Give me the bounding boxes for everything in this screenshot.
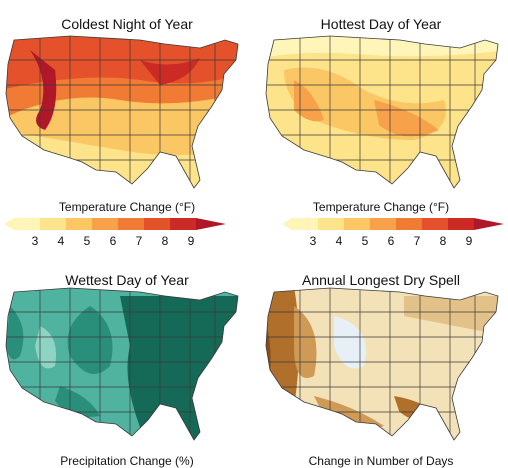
legend-tick: 5 [83, 234, 91, 248]
legend-tick: 4 [57, 234, 65, 248]
panel-title-dry-spell: Annual Longest Dry Spell [302, 272, 460, 288]
legend-tick: 9 [465, 234, 473, 248]
legend-tick: 3 [31, 234, 39, 248]
panel-title-wettest-day: Wettest Day of Year [65, 272, 189, 288]
map-wettest-day [5, 287, 239, 441]
legend-title-coldest: Temperature Change (°F) [58, 200, 196, 214]
legend-bar-coldest [4, 218, 226, 230]
legend-tick: 8 [161, 234, 169, 248]
panel-title-hottest-day: Hottest Day of Year [320, 16, 442, 32]
panel-title-coldest-night: Coldest Night of Year [61, 16, 193, 32]
legend-tick: 9 [187, 234, 195, 248]
legend-title-dry-spell: Change in Number of Days [308, 454, 454, 468]
legend-tick: 3 [309, 234, 317, 248]
legend-title-hottest: Temperature Change (°F) [312, 200, 450, 214]
legend-tick: 4 [335, 234, 343, 248]
legend-bar-hottest [282, 218, 504, 230]
legend-tick: 6 [387, 234, 395, 248]
legend-tick: 6 [109, 234, 117, 248]
legend-tick: 5 [361, 234, 369, 248]
legend-tick: 7 [135, 234, 143, 248]
map-coldest-night [5, 35, 239, 189]
legend-tick: 8 [439, 234, 447, 248]
legend-title-wettest: Precipitation Change (%) [60, 454, 194, 468]
legend-tick: 7 [413, 234, 421, 248]
map-dry-spell [265, 287, 499, 441]
map-hottest-day [265, 35, 499, 189]
